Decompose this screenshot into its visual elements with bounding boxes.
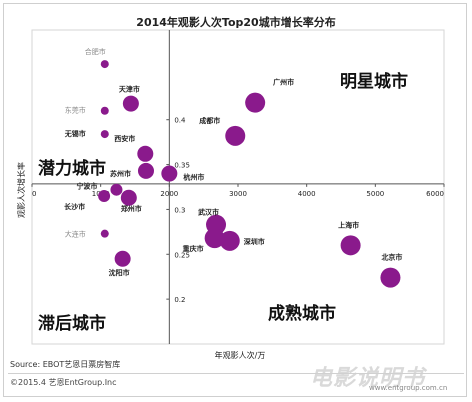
quadrant-label: 滞后城市 [38, 313, 106, 334]
footer-divider [8, 373, 464, 374]
point-label: 郑州市 [121, 204, 142, 213]
point-label: 成都市 [199, 116, 220, 125]
y-tick-label: 0.25 [174, 251, 190, 259]
point-label: 西安市 [114, 134, 135, 143]
y-tick-label: 0.2 [174, 296, 185, 304]
point-label: 天津市 [119, 85, 140, 94]
watermark: 电影说明书 [310, 366, 426, 391]
bubble-point [219, 230, 240, 251]
point-label: 合肥市 [85, 47, 106, 56]
quadrant-label: 潜力城市 [38, 158, 106, 179]
point-label: 苏州市 [110, 169, 131, 178]
y-tick-label: 0.35 [174, 162, 190, 170]
y-axis-label: 观影人次增长率 [16, 162, 26, 218]
point-label: 广州市 [273, 78, 294, 87]
quadrant-label: 明星城市 [340, 71, 408, 92]
source-note: Source: EBOT艺恩日票房智库 [10, 360, 121, 369]
point-label: 武汉市 [198, 208, 219, 217]
bubble-point [100, 60, 109, 69]
bubble-point [100, 106, 109, 115]
bubble-point [245, 92, 266, 113]
bubble-point [161, 165, 178, 182]
bubble-point [137, 162, 154, 179]
bubble-point [120, 189, 137, 206]
plot-border [31, 29, 445, 345]
point-label: 杭州市 [183, 173, 204, 182]
quadrant-label: 成熟城市 [268, 303, 336, 324]
bubble-point [225, 125, 246, 146]
x-tick-label: 4000 [298, 190, 316, 198]
point-label: 重庆市 [183, 244, 204, 253]
point-label: 宁波市 [76, 182, 97, 191]
point-label: 长沙市 [64, 202, 85, 211]
y-tick-label: 0.4 [174, 117, 186, 125]
x-tick-label: 5000 [366, 190, 384, 198]
point-label: 北京市 [381, 253, 402, 262]
point-label: 沈阳市 [109, 268, 130, 277]
website-link: www.entgroup.com.cn [369, 384, 448, 392]
bubble-point [137, 145, 154, 162]
bubble-point [114, 250, 131, 267]
chart-frame [3, 3, 467, 397]
chart-title: 2014年观影人次Top20城市增长率分布 [136, 16, 336, 29]
bubble-point [98, 189, 111, 202]
point-label: 深圳市 [244, 237, 265, 246]
point-label: 上海市 [338, 220, 359, 229]
y-tick-label: 0.3 [174, 206, 185, 214]
point-label: 东莞市 [65, 106, 86, 115]
x-tick-label: 6000 [426, 190, 444, 198]
point-label: 无锡市 [64, 129, 86, 138]
bubble-point [122, 95, 139, 112]
copyright-note: ©2015.4 艺恩EntGroup.Inc [10, 378, 117, 387]
bubble-point [110, 183, 123, 196]
bubble-point [100, 130, 109, 139]
bubble-point [204, 228, 225, 249]
x-axis-label: 年观影人次/万 [215, 350, 266, 360]
bubble-point [380, 267, 401, 288]
bubble-point [100, 229, 109, 238]
bubble-point [340, 235, 361, 256]
x-tick-label: 0 [32, 190, 36, 198]
point-label: 大连市 [65, 230, 86, 239]
x-tick-label: 2000 [160, 190, 178, 198]
x-tick-label: 3000 [229, 190, 247, 198]
